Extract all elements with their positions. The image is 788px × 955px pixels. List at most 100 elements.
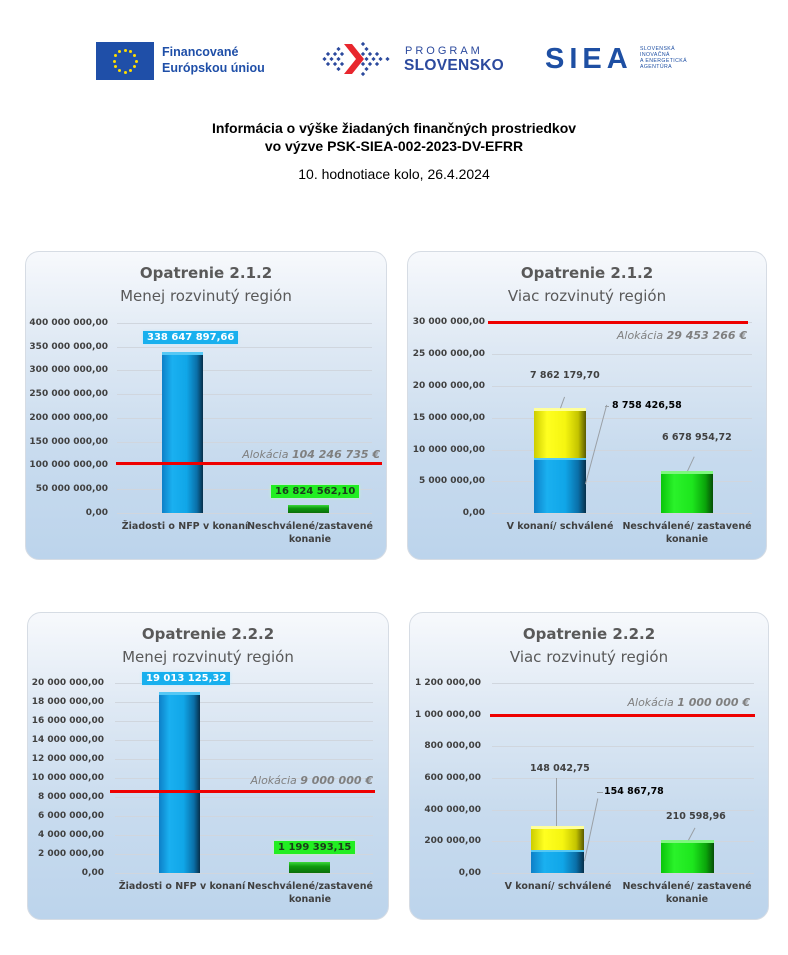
gridline: [115, 797, 373, 798]
gridline: [492, 683, 754, 684]
x-label-line: konanie: [288, 534, 332, 545]
y-tick: 30 000 000,00: [412, 317, 485, 327]
y-tick: 20 000 000,00: [31, 678, 104, 688]
bar-neschvalene: [661, 840, 714, 873]
gridline: [117, 394, 372, 395]
siea-line: SLOVENSKÁ: [640, 46, 676, 52]
y-tick: 6 000 000,00: [37, 811, 104, 821]
allocation-amount: 29 453 266 €: [666, 329, 747, 342]
bar-v-konani: [534, 408, 586, 458]
y-tick: 600 000,00: [424, 773, 481, 783]
y-tick: 200 000 000,00: [29, 413, 108, 423]
y-tick: 25 000 000,00: [412, 349, 485, 359]
eu-funding-text: Financované Európskou úniou: [162, 44, 265, 76]
siea-subtext: SLOVENSKÁ INOVAČNÁ A ENERGETICKÁ AGENTÚR…: [640, 46, 687, 70]
page-title-line1: Informácia o výške žiadaných finančných …: [211, 120, 577, 136]
eu-star-icon: [123, 48, 127, 52]
gridline: [492, 778, 754, 779]
bar-value-label: 154 867,78: [604, 786, 664, 797]
gridline: [492, 746, 754, 747]
slovensko-label: SLOVENSKO: [404, 57, 505, 74]
gridline: [492, 841, 754, 842]
y-tick: 15 000 000,00: [412, 413, 485, 423]
gridline: [492, 810, 754, 811]
eu-star-icon: [123, 70, 127, 74]
bar-schvalene: [531, 849, 584, 873]
y-tick: 0,00: [81, 868, 104, 878]
bar-value-label: 7 862 179,70: [530, 370, 600, 381]
gridline: [115, 816, 373, 817]
y-tick: 1 000 000,00: [414, 710, 481, 720]
page-subtitle: 10. hodnotiace kolo, 26.4.2024: [298, 166, 490, 182]
leader-line: [605, 406, 609, 407]
eu-star-icon: [133, 65, 137, 68]
allocation-prefix: Alokácia: [242, 448, 292, 461]
gridline: [115, 702, 373, 703]
gridline: [492, 418, 752, 419]
chart-title: Opatrenie 2.1.2: [139, 264, 273, 282]
program-slovensko-mark-icon: [322, 41, 390, 77]
x-label: V konaní/ schválené: [506, 521, 614, 532]
y-tick: 200 000,00: [424, 836, 481, 846]
gridline: [492, 873, 754, 874]
y-tick: 10 000 000,00: [412, 445, 485, 455]
chart-title: Opatrenie 2.2.2: [522, 625, 656, 643]
gridline: [117, 370, 372, 371]
x-label-line: Neschválené/zastavené: [247, 881, 373, 892]
eu-star-icon: [118, 49, 121, 53]
y-tick: 12 000 000,00: [31, 754, 104, 764]
y-tick: 100 000 000,00: [29, 460, 108, 470]
y-tick: 400 000,00: [424, 805, 481, 815]
y-tick: 5 000 000,00: [418, 476, 485, 486]
eu-star-icon: [133, 54, 137, 57]
y-tick: 150 000 000,00: [29, 437, 108, 447]
chart-subtitle: Viac rozvinutý región: [509, 648, 669, 666]
gridline: [115, 835, 373, 836]
allocation-prefix: Alokácia: [616, 329, 667, 342]
y-tick: 350 000 000,00: [29, 342, 108, 352]
chart-title: Opatrenie 2.2.2: [141, 625, 275, 643]
bar-value-label: 8 758 426,58: [612, 400, 682, 411]
allocation-line: [490, 714, 755, 717]
y-tick: 2 000 000,00: [37, 849, 104, 859]
gridline: [115, 721, 373, 722]
allocation-amount: 104 246 735 €: [291, 448, 380, 461]
chart-subtitle: Menej rozvinutý región: [120, 287, 292, 305]
bar-v-konani: [531, 826, 584, 850]
chart-subtitle: Viac rozvinutý región: [507, 287, 667, 305]
siea-line: AGENTÚRA: [640, 64, 673, 70]
siea-logo: SIEA: [545, 43, 633, 75]
y-tick: 10 000 000,00: [31, 773, 104, 783]
gridline: [117, 347, 372, 348]
eu-flag-icon: [96, 42, 154, 80]
bar-value-label: 1 199 393,15: [274, 841, 356, 854]
program-label: PROGRAM: [405, 45, 483, 57]
allocation-prefix: Alokácia: [627, 696, 678, 709]
allocation-label: Alokácia 1 000 000 €: [560, 696, 751, 709]
leader-line: [556, 778, 557, 826]
y-tick: 4 000 000,00: [37, 830, 104, 840]
gridline: [115, 778, 373, 779]
bar-value-label: 148 042,75: [530, 763, 590, 774]
y-tick: 400 000 000,00: [29, 318, 108, 328]
bar-neschvalene: [288, 505, 329, 513]
gridline: [492, 513, 752, 514]
x-label-line: Neschválené/ zastavené: [622, 521, 752, 532]
y-tick: 8 000 000,00: [37, 792, 104, 802]
allocation-line: [116, 462, 382, 465]
bar-neschvalene: [289, 862, 330, 873]
chart-subtitle: Menej rozvinutý región: [122, 648, 294, 666]
x-label: Neschválené/ zastavené konanie: [617, 880, 757, 906]
gridline: [115, 854, 373, 855]
bar-ziadosti-v-konani: [159, 692, 200, 873]
bar-value-label: 6 678 954,72: [662, 432, 732, 443]
x-label-line: konanie: [288, 894, 332, 905]
y-tick: 0,00: [458, 868, 481, 878]
gridline: [492, 450, 752, 451]
eu-star-icon: [118, 69, 121, 73]
x-label: Neschválené/ zastavené konanie: [617, 520, 757, 546]
x-label: Neschválené/zastavené konanie: [240, 880, 380, 906]
leader-line: [597, 792, 603, 793]
y-tick: 300 000 000,00: [29, 365, 108, 375]
gridline: [115, 683, 373, 684]
